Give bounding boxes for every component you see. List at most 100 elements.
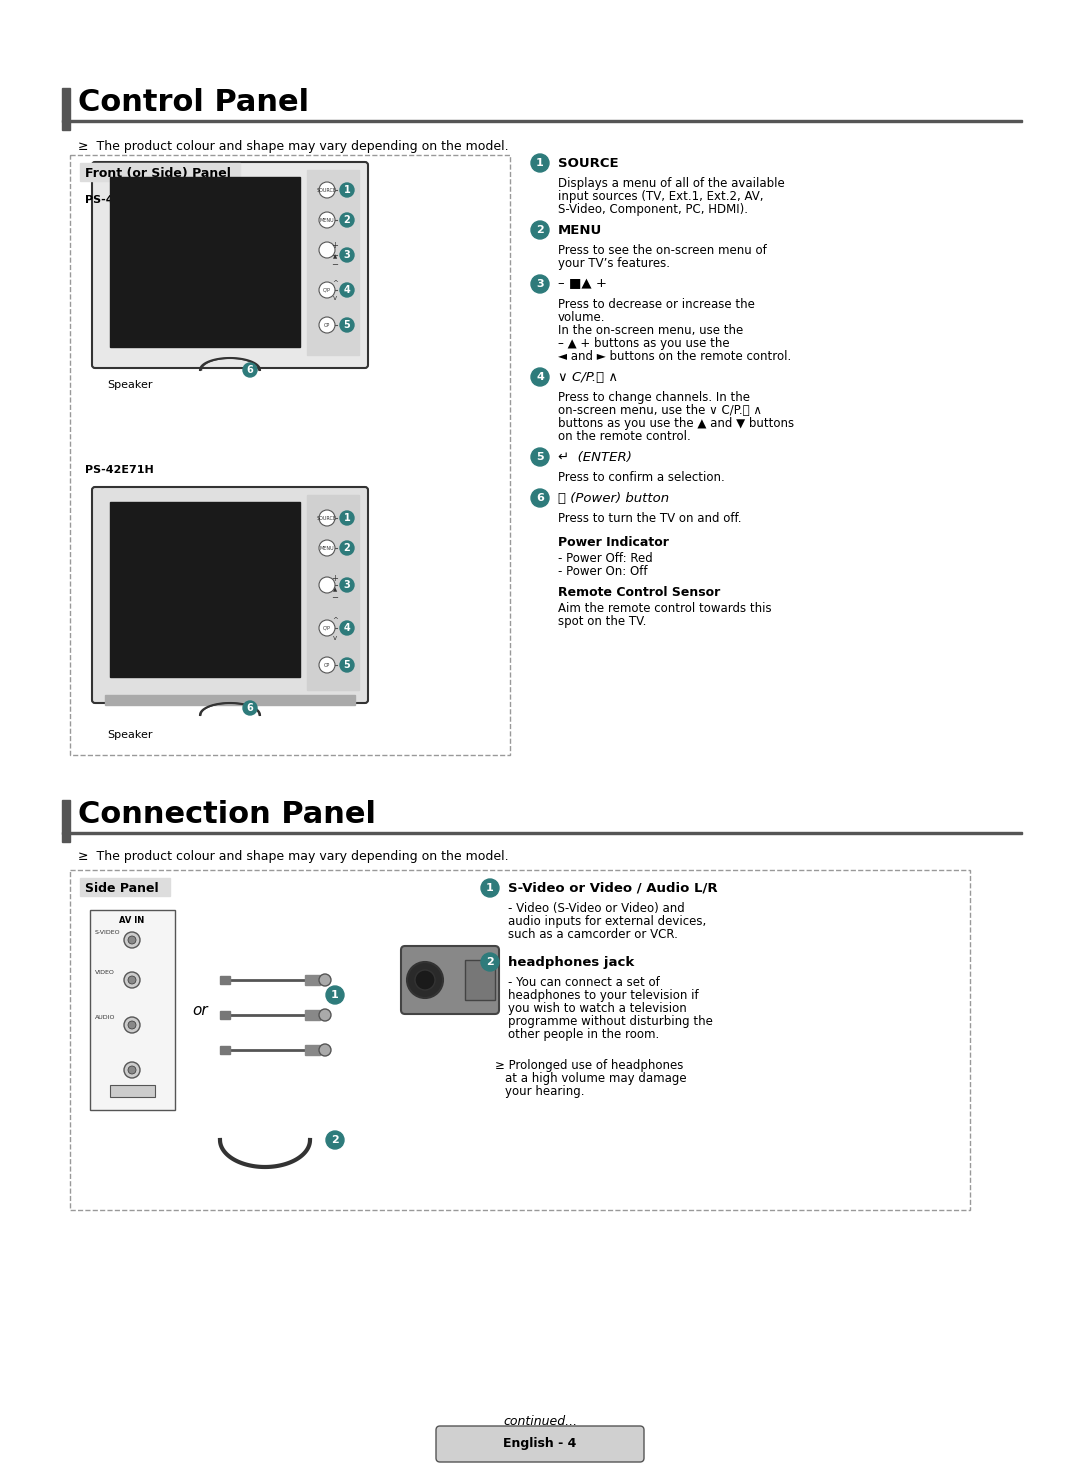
Circle shape xyxy=(319,317,335,333)
Text: 5: 5 xyxy=(343,320,350,330)
Text: Press to change channels. In the: Press to change channels. In the xyxy=(558,391,750,404)
FancyBboxPatch shape xyxy=(401,946,499,1014)
Text: Connection Panel: Connection Panel xyxy=(78,800,376,828)
Text: 6: 6 xyxy=(246,366,254,374)
Text: S-VIDEO: S-VIDEO xyxy=(95,930,121,935)
Text: 4: 4 xyxy=(343,624,350,632)
Text: Side Panel: Side Panel xyxy=(85,881,159,895)
Bar xyxy=(110,1085,156,1097)
Text: 6: 6 xyxy=(536,492,544,503)
Text: 5: 5 xyxy=(536,453,544,461)
Text: headphones jack: headphones jack xyxy=(508,955,634,968)
Text: −: − xyxy=(332,261,338,270)
FancyBboxPatch shape xyxy=(92,162,368,368)
Text: buttons as you use the ▲ and ▼ buttons: buttons as you use the ▲ and ▼ buttons xyxy=(558,417,794,430)
Text: 3: 3 xyxy=(343,579,350,590)
Circle shape xyxy=(319,539,335,556)
Circle shape xyxy=(407,963,443,998)
Text: In the on-screen menu, use the: In the on-screen menu, use the xyxy=(558,324,743,338)
Text: volume.: volume. xyxy=(558,311,606,324)
Text: 3: 3 xyxy=(536,279,544,289)
Text: Press to see the on-screen menu of: Press to see the on-screen menu of xyxy=(558,245,767,256)
Text: 4: 4 xyxy=(343,284,350,295)
Text: 3: 3 xyxy=(343,251,350,259)
Text: ∨ C/P.⏻ ∧: ∨ C/P.⏻ ∧ xyxy=(558,370,618,383)
Text: ≥  The product colour and shape may vary depending on the model.: ≥ The product colour and shape may vary … xyxy=(78,140,509,153)
Text: PS-42E7H/PS-42E7S: PS-42E7H/PS-42E7S xyxy=(85,195,210,205)
Circle shape xyxy=(340,318,354,332)
Text: CP: CP xyxy=(324,323,330,327)
Text: S-Video or Video / Audio L/R: S-Video or Video / Audio L/R xyxy=(508,881,717,895)
Text: your TV’s features.: your TV’s features. xyxy=(558,256,670,270)
Text: ◄ and ► buttons on the remote control.: ◄ and ► buttons on the remote control. xyxy=(558,349,792,363)
Circle shape xyxy=(340,511,354,525)
Circle shape xyxy=(124,1061,140,1077)
Text: 1: 1 xyxy=(536,158,544,168)
Circle shape xyxy=(319,621,335,635)
Circle shape xyxy=(326,986,345,1004)
Text: 2: 2 xyxy=(536,226,544,234)
Text: 6: 6 xyxy=(246,703,254,713)
Circle shape xyxy=(531,448,549,466)
Text: - You can connect a set of: - You can connect a set of xyxy=(508,976,660,989)
Circle shape xyxy=(319,657,335,674)
Text: programme without disturbing the: programme without disturbing the xyxy=(508,1016,713,1027)
Text: 4: 4 xyxy=(536,371,544,382)
Text: PS-42E71H: PS-42E71H xyxy=(85,464,153,475)
Text: – ▲ + buttons as you use the: – ▲ + buttons as you use the xyxy=(558,338,730,349)
Text: such as a camcorder or VCR.: such as a camcorder or VCR. xyxy=(508,929,678,940)
Text: ▲: ▲ xyxy=(333,255,337,259)
Text: or: or xyxy=(192,1002,207,1017)
Bar xyxy=(62,88,70,130)
Text: ↵  (ENTER): ↵ (ENTER) xyxy=(558,451,632,463)
Circle shape xyxy=(340,578,354,593)
Text: - Power On: Off: - Power On: Off xyxy=(558,565,648,578)
Bar xyxy=(305,1045,320,1055)
Text: - Video (S-Video or Video) and: - Video (S-Video or Video) and xyxy=(508,902,685,915)
Circle shape xyxy=(531,153,549,172)
Text: you wish to watch a television: you wish to watch a television xyxy=(508,1002,687,1016)
FancyBboxPatch shape xyxy=(436,1425,644,1462)
Circle shape xyxy=(129,1066,136,1075)
Circle shape xyxy=(124,932,140,948)
Circle shape xyxy=(481,954,499,971)
Circle shape xyxy=(124,1017,140,1033)
Text: headphones to your television if: headphones to your television if xyxy=(508,989,699,1002)
Text: Press to decrease or increase the: Press to decrease or increase the xyxy=(558,298,755,311)
Text: SOURCE: SOURCE xyxy=(318,516,337,520)
Text: ⏻ (Power) button: ⏻ (Power) button xyxy=(558,491,670,504)
Circle shape xyxy=(531,489,549,507)
Circle shape xyxy=(319,1044,330,1055)
FancyBboxPatch shape xyxy=(92,486,368,703)
Circle shape xyxy=(243,363,257,377)
Text: input sources (TV, Ext.1, Ext.2, AV,: input sources (TV, Ext.1, Ext.2, AV, xyxy=(558,190,764,203)
Text: v: v xyxy=(333,295,337,301)
Text: Aim the remote control towards this: Aim the remote control towards this xyxy=(558,601,771,615)
Bar xyxy=(62,831,1022,834)
Bar xyxy=(305,1010,320,1020)
Text: ▲: ▲ xyxy=(333,588,337,593)
Circle shape xyxy=(340,541,354,556)
Circle shape xyxy=(129,936,136,943)
Circle shape xyxy=(319,974,330,986)
Text: MENU: MENU xyxy=(320,218,335,223)
Circle shape xyxy=(124,971,140,988)
Text: Press to turn the TV on and off.: Press to turn the TV on and off. xyxy=(558,511,742,525)
Circle shape xyxy=(481,879,499,898)
Circle shape xyxy=(531,368,549,386)
Text: on-screen menu, use the ∨ C/P.⏻ ∧: on-screen menu, use the ∨ C/P.⏻ ∧ xyxy=(558,404,762,417)
Bar xyxy=(80,164,240,181)
Text: +: + xyxy=(332,573,338,582)
Text: Control Panel: Control Panel xyxy=(78,88,309,116)
Text: ≥  The product colour and shape may vary depending on the model.: ≥ The product colour and shape may vary … xyxy=(78,850,509,862)
Text: your hearing.: your hearing. xyxy=(505,1085,584,1098)
Text: 2: 2 xyxy=(486,957,494,967)
Text: −: − xyxy=(332,594,338,603)
Bar xyxy=(110,503,300,677)
Circle shape xyxy=(319,181,335,198)
Circle shape xyxy=(340,621,354,635)
Text: SOURCE: SOURCE xyxy=(318,187,337,193)
Text: C/P: C/P xyxy=(323,625,330,631)
Text: ^: ^ xyxy=(332,280,338,286)
Text: AUDIO: AUDIO xyxy=(95,1014,116,1020)
